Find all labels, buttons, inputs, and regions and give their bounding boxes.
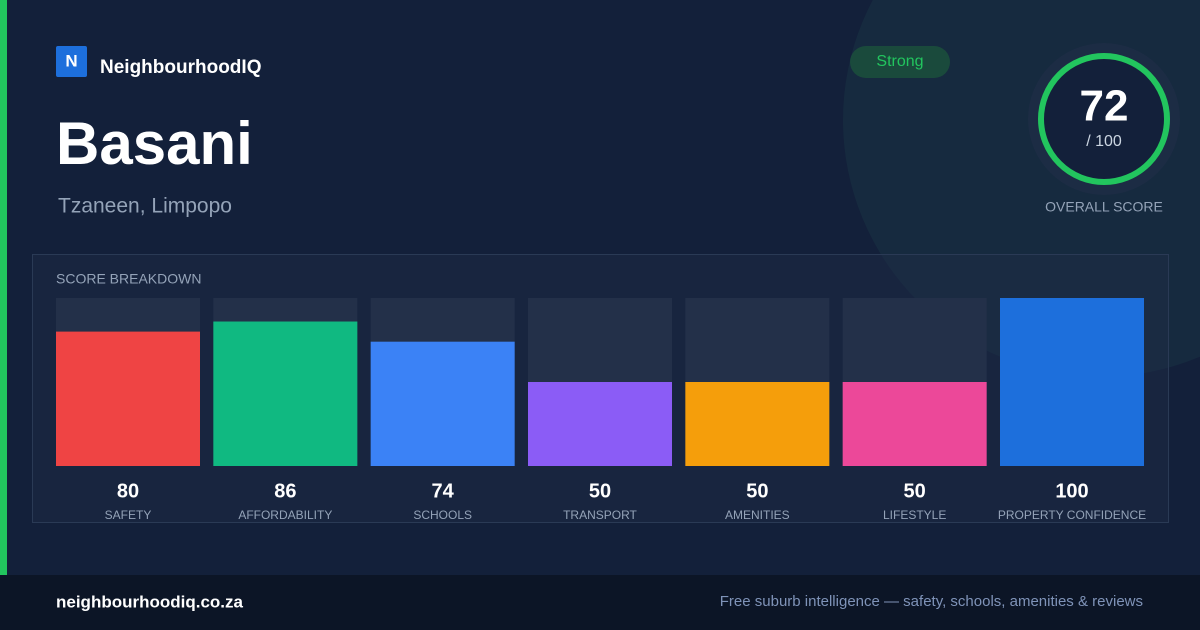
bar [685,382,830,466]
category-label: TRANSPORT [563,508,637,522]
badge [850,46,950,78]
footer-bar [0,575,1200,630]
bar [528,382,672,466]
value-label: 50 [904,480,926,502]
bar [1000,298,1144,466]
bar [213,321,358,466]
category-label: AFFORDABILITY [238,508,332,522]
footer-domain: neighbourhoodiq.co.za [56,592,244,611]
category-label: PROPERTY CONFIDENCE [998,508,1146,522]
score-max: / 100 [1086,133,1122,150]
title: Basani [56,110,253,177]
bar [370,341,515,466]
value-label: 74 [432,480,455,502]
brand: NeighbourhoodIQ [100,57,261,78]
logo-box [56,46,87,77]
category-label: LIFESTYLE [883,508,946,522]
category-label: SAFETY [105,508,152,522]
value-label: 86 [274,480,296,502]
badge-text: Strong [876,53,923,70]
category-label: AMENITIES [725,508,790,522]
accent-stripe [0,0,7,575]
value-label: 50 [746,480,768,502]
value-label: 80 [117,480,139,502]
score-ring [1038,53,1170,185]
score-value: 72 [1080,82,1129,131]
value-label: 100 [1055,480,1088,502]
breakdown-title: SCORE BREAKDOWN [56,271,201,287]
bar [842,382,987,466]
score-label: OVERALL SCORE [1045,199,1163,215]
footer-tagline: Free suburb intelligence — safety, schoo… [720,593,1143,610]
category-label: SCHOOLS [413,508,472,522]
logo-letter: N [65,51,77,70]
bar [56,331,200,466]
value-label: 50 [589,480,611,502]
subtitle: Tzaneen, Limpopo [58,195,232,218]
